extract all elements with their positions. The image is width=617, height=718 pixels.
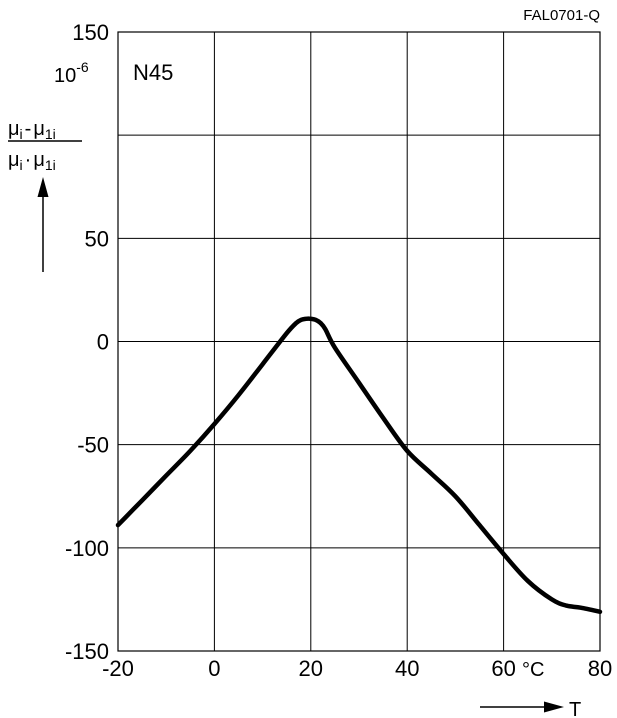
x-tick-label: 0 bbox=[208, 656, 220, 681]
x-tick-label: 80 bbox=[588, 656, 612, 681]
plot-frame bbox=[117, 31, 601, 652]
x-axis-arrow bbox=[480, 701, 564, 713]
y-unit-exponent: -6 bbox=[76, 59, 89, 75]
material-label: N45 bbox=[133, 60, 173, 85]
y-unit-label: 10-6 bbox=[54, 59, 89, 87]
x-tick-label: 60 bbox=[491, 656, 515, 681]
y-tick-label: 150 bbox=[72, 20, 109, 45]
y-tick-label: -50 bbox=[77, 433, 109, 458]
series-line bbox=[115, 316, 603, 615]
y-unit-base: 10 bbox=[54, 65, 76, 87]
y-tick-label: -100 bbox=[65, 536, 109, 561]
y-axis-label-denominator: μi · μ1i bbox=[8, 149, 56, 173]
y-axis-label-numerator: μi - μ1i bbox=[8, 118, 56, 142]
x-tick-label: 20 bbox=[299, 656, 323, 681]
figure-id: FAL0701-Q bbox=[523, 7, 600, 24]
x-axis-label: T bbox=[569, 699, 581, 718]
y-tick-label: -150 bbox=[65, 639, 109, 664]
y-tick-label: 0 bbox=[97, 330, 109, 355]
x-tick-label: 40 bbox=[395, 656, 419, 681]
y-tick-label: 50 bbox=[85, 226, 109, 251]
y-axis-arrow bbox=[37, 177, 49, 272]
x-tick-labels: -20 0 20 40 60 80 bbox=[102, 656, 612, 681]
y-tick-labels: -150 -100 -50 0 50 150 bbox=[65, 20, 109, 664]
x-unit-label: °C bbox=[522, 659, 544, 681]
x-tick-label: -20 bbox=[102, 656, 134, 681]
grid-lines bbox=[118, 32, 600, 651]
